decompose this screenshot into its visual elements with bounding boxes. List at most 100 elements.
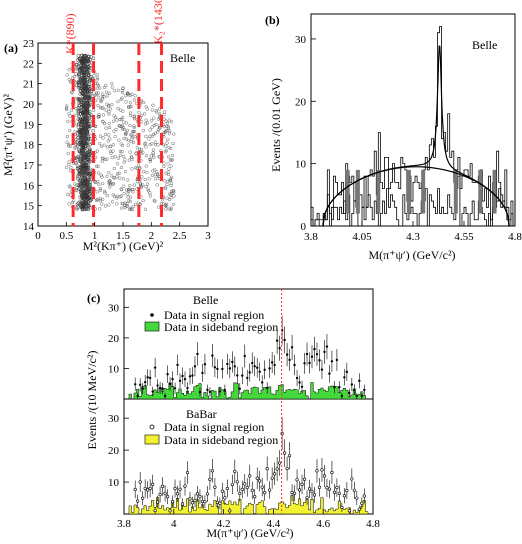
scatter-point — [162, 164, 166, 169]
scatter-point — [127, 158, 132, 162]
data-point — [313, 347, 316, 351]
x-tick-label: 3.8 — [304, 231, 318, 243]
scatter-point — [95, 73, 100, 77]
scatter-point — [67, 77, 71, 82]
scatter-point — [120, 89, 124, 93]
data-point — [166, 373, 169, 376]
scatter-point — [75, 167, 80, 171]
scatter-point — [78, 178, 82, 182]
scatter-point — [77, 172, 82, 176]
scatter-point — [148, 128, 152, 132]
data-point — [173, 387, 177, 390]
data-point — [275, 467, 279, 471]
scatter-point — [75, 207, 79, 211]
panel-b-experiment-label: Belle — [472, 38, 497, 52]
scatter-point — [83, 163, 88, 167]
scatter-point — [76, 53, 81, 58]
scatter-point — [118, 153, 123, 158]
scatter-point — [124, 100, 128, 104]
data-point — [246, 376, 249, 380]
scatter-point — [145, 182, 150, 186]
panel-c-bottom-experiment: BaBar — [186, 407, 217, 421]
scatter-point — [132, 129, 136, 134]
scatter-point — [78, 78, 82, 83]
scatter-point — [75, 188, 79, 192]
scatter-point — [162, 113, 166, 117]
scatter-point — [80, 195, 85, 199]
scatter-point — [98, 188, 103, 192]
data-point — [265, 386, 269, 390]
panel-a-experiment-label: Belle — [170, 51, 195, 65]
data-point — [191, 374, 194, 377]
scatter-point — [74, 97, 78, 101]
scatter-point — [144, 134, 148, 139]
scatter-point — [75, 206, 79, 210]
scatter-point — [98, 141, 102, 146]
data-point — [322, 474, 327, 478]
data-point — [220, 489, 224, 493]
scatter-point — [132, 125, 136, 130]
scatter-point — [91, 108, 96, 112]
scatter-point — [143, 142, 147, 146]
scatter-point — [162, 117, 166, 121]
panel-a-label: (a) — [4, 41, 18, 55]
data-histogram — [310, 26, 515, 227]
x-tick-label: 4.8 — [508, 231, 522, 243]
scatter-point — [107, 103, 111, 108]
data-point — [256, 366, 259, 369]
scatter-point — [113, 154, 117, 159]
data-point — [300, 385, 304, 388]
scatter-point — [129, 195, 133, 199]
data-point — [283, 338, 286, 342]
scatter-point — [123, 158, 127, 162]
scatter-point — [107, 180, 111, 184]
sideband-histogram — [124, 494, 373, 515]
scatter-point — [158, 126, 162, 130]
y-tick-label: 16 — [23, 180, 35, 192]
scatter-point — [89, 89, 93, 94]
scatter-point — [127, 138, 131, 143]
scatter-point — [98, 186, 103, 191]
scatter-point — [96, 95, 101, 99]
data-point — [228, 367, 232, 370]
scatter-point — [74, 146, 78, 150]
scatter-point — [82, 139, 87, 143]
data-point — [342, 494, 346, 498]
scatter-point — [81, 151, 86, 155]
data-point — [248, 371, 251, 374]
scatter-point — [139, 120, 144, 124]
total-fit-curve — [322, 45, 510, 227]
scatter-point — [151, 153, 156, 157]
data-point — [305, 352, 309, 356]
scatter-point — [85, 148, 89, 152]
data-point — [335, 358, 339, 362]
scatter-point — [88, 119, 92, 124]
scatter-point — [94, 164, 99, 168]
scatter-point — [65, 134, 70, 139]
scatter-point — [110, 174, 114, 178]
data-point — [323, 350, 326, 354]
scatter-point — [151, 151, 155, 155]
data-point — [292, 491, 297, 495]
data-point — [185, 471, 190, 475]
x-tick-label: 3 — [205, 230, 211, 242]
sideband-bar — [478, 169, 483, 214]
scatter-point — [112, 129, 116, 133]
scatter-point — [88, 63, 93, 67]
scatter-point — [65, 73, 69, 77]
scatter-point — [115, 202, 119, 206]
scatter-point — [77, 75, 81, 79]
scatter-point — [83, 132, 87, 136]
scatter-point — [144, 145, 148, 149]
data-point — [253, 495, 257, 499]
data-point — [216, 367, 219, 371]
scatter-point — [141, 151, 145, 155]
scatter-point — [127, 187, 131, 191]
data-point — [251, 361, 254, 365]
scatter-point — [136, 163, 141, 167]
scatter-point — [140, 113, 144, 117]
scatter-point — [69, 108, 74, 113]
panel-a-frame — [37, 42, 209, 227]
data-point — [317, 485, 322, 489]
